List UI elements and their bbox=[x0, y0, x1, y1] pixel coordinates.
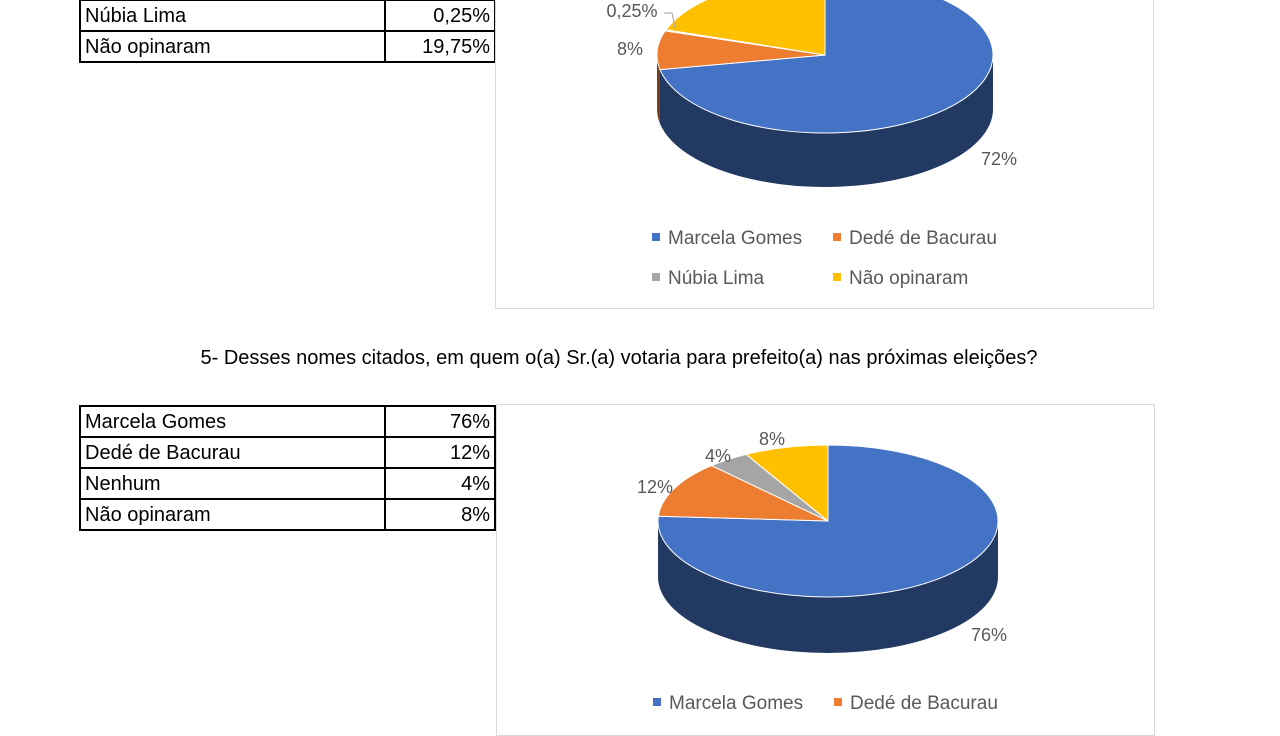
table-cell-value: 0,25% bbox=[384, 0, 496, 32]
pie-depth bbox=[658, 521, 998, 653]
table-cell-value: 19,75% bbox=[384, 30, 496, 63]
pie-data-label: 76% bbox=[971, 625, 1007, 645]
legend-label: Dedé de Bacurau bbox=[850, 693, 998, 714]
table-row: Marcela Gomes 76% bbox=[79, 405, 496, 438]
table-cell-label: Dedé de Bacurau bbox=[79, 436, 386, 469]
table-cell-value: 76% bbox=[384, 405, 496, 438]
pie-data-label: 8% bbox=[759, 429, 785, 449]
legend-item: Dedé de Bacurau bbox=[834, 693, 998, 715]
pie-slice-side bbox=[658, 521, 998, 653]
legend-item: Marcela Gomes bbox=[652, 228, 802, 250]
leader-line bbox=[664, 12, 676, 29]
legend-label: Núbia Lima bbox=[668, 268, 765, 289]
table-row: Nenhum 4% bbox=[79, 467, 496, 500]
pie-top bbox=[656, 0, 994, 134]
legend-swatch bbox=[653, 697, 661, 706]
legend-item: Marcela Gomes bbox=[653, 693, 803, 715]
legend-label: Dedé de Bacurau bbox=[849, 228, 997, 249]
question-heading: 5- Desses nomes citados, em quem o(a) Sr… bbox=[200, 347, 1038, 369]
table-row: Não opinaram 8% bbox=[79, 498, 496, 531]
legend-swatch bbox=[833, 232, 841, 241]
pie-chart-2-svg: 76% 12% 4% 8% bbox=[637, 429, 1007, 653]
pie-slice bbox=[657, 465, 829, 522]
pie-data-label: 4% bbox=[705, 446, 731, 466]
pie-slice-side bbox=[657, 55, 660, 124]
legend-swatch bbox=[652, 272, 660, 281]
table-cell-label: Núbia Lima bbox=[79, 0, 386, 32]
legend-swatch bbox=[834, 697, 842, 706]
table-row: Núbia Lima 0,25% bbox=[79, 0, 496, 32]
table-cell-value: 12% bbox=[384, 436, 496, 469]
table-row: Dedé de Bacurau 12% bbox=[79, 436, 496, 469]
table-cell-label: Não opinaram bbox=[79, 498, 386, 531]
pie-data-label: 0,25% bbox=[606, 1, 657, 21]
pie-data-label: 12% bbox=[637, 477, 673, 497]
pie-chart-2: 76% 12% 4% 8% Marcela Gomes Dedé de Bacurau bbox=[496, 404, 1155, 736]
pie-labels: 72% 8% 0,25% bbox=[606, 1, 1017, 169]
pie-slice-side bbox=[659, 55, 993, 188]
pie-labels: 76% 12% 4% 8% bbox=[637, 429, 1007, 645]
legend-label: Marcela Gomes bbox=[668, 228, 803, 249]
table-cell-label: Nenhum bbox=[79, 467, 386, 500]
legend-item: Não opinaram bbox=[833, 268, 968, 290]
pie-chart-1: 72% 8% 0,25% Marcela Gomes Dedé de Bacurau… bbox=[495, 0, 1154, 309]
pie-slice bbox=[745, 444, 829, 523]
legend-label: Marcela Gomes bbox=[669, 693, 804, 714]
table-cell-label: Marcela Gomes bbox=[79, 405, 386, 438]
legend-swatch bbox=[652, 232, 660, 241]
pie-data-label: 8% bbox=[617, 39, 643, 59]
pie-slice bbox=[657, 444, 999, 598]
pie-chart-1-svg: 72% 8% 0,25% bbox=[606, 0, 1017, 188]
legend-item: Dedé de Bacurau bbox=[833, 228, 997, 250]
legend-item: Núbia Lima bbox=[652, 268, 764, 290]
pie-slice bbox=[659, 0, 994, 134]
table-cell-value: 4% bbox=[384, 467, 496, 500]
pie-data-label: 72% bbox=[981, 149, 1017, 169]
table-cell-label: Não opinaram bbox=[79, 30, 386, 63]
results-table-1: Núbia Lima 0,25% Não opinaram 19,75% bbox=[79, 0, 496, 63]
results-table-2: Marcela Gomes 76% Dedé de Bacurau 12% Ne… bbox=[79, 405, 496, 531]
pie-top bbox=[657, 444, 999, 598]
legend-label: Não opinaram bbox=[849, 268, 969, 289]
legend-swatch bbox=[833, 272, 841, 281]
table-cell-value: 8% bbox=[384, 498, 496, 531]
table-row: Não opinaram 19,75% bbox=[79, 30, 496, 63]
pie-depth bbox=[657, 55, 993, 188]
